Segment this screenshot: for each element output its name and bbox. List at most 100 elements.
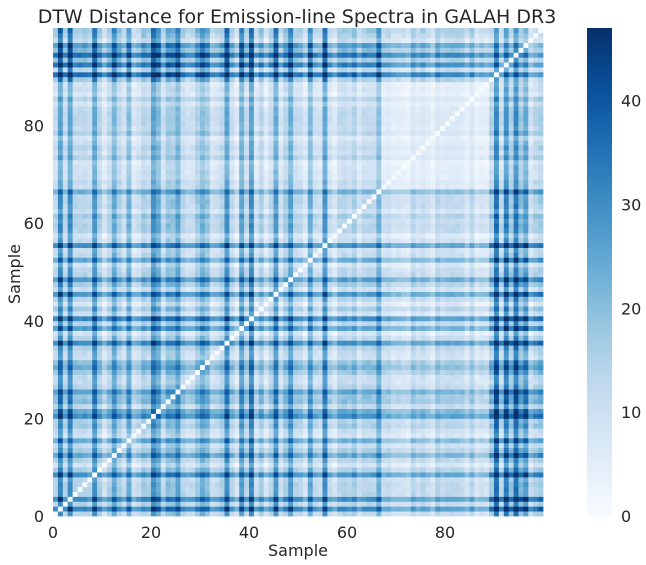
heatmap-cell [445, 315, 451, 322]
heatmap-cell [445, 462, 451, 468]
heatmap-cell [298, 442, 304, 449]
heatmap-cell [469, 315, 475, 322]
heatmap-cell [342, 374, 348, 380]
heatmap-cell [376, 394, 382, 400]
heatmap-cell [454, 320, 461, 327]
heatmap-cell [57, 291, 64, 297]
heatmap-cell [494, 350, 500, 356]
heatmap-cell [302, 423, 309, 429]
heatmap-cell [356, 272, 363, 278]
heatmap-cell [244, 345, 250, 351]
heatmap-cell [347, 315, 353, 322]
heatmap-cell [214, 472, 220, 478]
heatmap-cell [190, 511, 196, 517]
heatmap-cell [249, 481, 255, 488]
heatmap-cell [498, 413, 505, 419]
heatmap-cell [415, 286, 421, 292]
heatmap-cell [503, 423, 510, 429]
heatmap-cell [538, 442, 544, 449]
heatmap-cell [302, 296, 309, 302]
heatmap-cell [57, 374, 64, 380]
heatmap-cell [347, 311, 353, 317]
heatmap-cell [302, 286, 309, 292]
heatmap-cell [400, 433, 407, 439]
heatmap-cell [396, 437, 402, 444]
heatmap-cell [322, 442, 328, 449]
heatmap-cell [293, 403, 299, 410]
heatmap-cell [381, 398, 387, 405]
heatmap-cell [141, 354, 147, 361]
heatmap-cell [131, 423, 137, 429]
heatmap-cell [371, 320, 377, 327]
heatmap-cell [347, 281, 353, 288]
heatmap-cell [307, 384, 314, 390]
heatmap-cell [249, 301, 255, 307]
heatmap-cell [278, 354, 284, 361]
heatmap-cell [445, 354, 451, 361]
heatmap-cell [263, 398, 269, 405]
heatmap-cell [263, 496, 269, 502]
heatmap-cell [121, 291, 127, 297]
heatmap-cell [454, 350, 461, 356]
heatmap-cell [200, 374, 206, 380]
heatmap-cell [268, 384, 274, 390]
heatmap-cell [214, 306, 220, 312]
heatmap-cell [371, 447, 377, 453]
heatmap-cell [307, 476, 314, 483]
heatmap-cell [278, 291, 284, 297]
heatmap-cell [53, 486, 59, 492]
heatmap-cell [420, 447, 426, 453]
heatmap-cell [204, 286, 211, 292]
heatmap-cell [141, 311, 147, 317]
heatmap-cell [332, 364, 338, 370]
heatmap-cell [410, 296, 416, 302]
heatmap-cell [273, 447, 279, 453]
heatmap-cell [190, 398, 196, 405]
heatmap-cell [317, 413, 323, 419]
heatmap-cell [283, 472, 289, 478]
heatmap-cell [361, 320, 367, 327]
heatmap-cell [57, 281, 64, 288]
heatmap-cell [180, 398, 186, 405]
heatmap-cell [435, 345, 441, 351]
heatmap-cell [273, 374, 279, 380]
heatmap-cell [405, 384, 412, 390]
heatmap-cell [283, 345, 289, 351]
heatmap-cell [126, 467, 132, 473]
heatmap-cell [97, 476, 103, 483]
heatmap-cell [356, 350, 363, 356]
heatmap-cell [386, 452, 392, 458]
heatmap-cell [347, 330, 353, 336]
heatmap-cell [165, 418, 171, 424]
heatmap-cell [288, 291, 294, 297]
heatmap-cell [263, 291, 269, 297]
heatmap-cell [126, 379, 132, 385]
heatmap-cell [425, 301, 431, 307]
heatmap-cell [445, 276, 451, 283]
heatmap-cell [464, 354, 470, 361]
heatmap-cell [209, 496, 216, 502]
heatmap-cell [97, 301, 103, 307]
heatmap-cell [391, 315, 397, 322]
heatmap-cell [391, 437, 397, 444]
heatmap-cell [57, 491, 64, 497]
heatmap-cell [420, 296, 426, 302]
heatmap-cell [273, 340, 279, 346]
heatmap-cell [62, 442, 69, 449]
heatmap-cell [239, 511, 245, 517]
heatmap-cell [518, 369, 524, 375]
heatmap-cell [317, 418, 323, 424]
heatmap-cell [141, 462, 147, 468]
heatmap-cell [234, 418, 240, 424]
heatmap-cell [420, 389, 426, 395]
heatmap-cell [136, 428, 142, 434]
heatmap-cell [214, 462, 220, 468]
heatmap-cell [459, 511, 465, 517]
heatmap-cell [155, 408, 162, 414]
heatmap-cell [273, 398, 279, 405]
heatmap-cell [200, 433, 206, 439]
heatmap-cell [116, 403, 122, 410]
heatmap-cell [464, 501, 470, 507]
heatmap-cell [278, 403, 284, 410]
heatmap-cell [479, 442, 485, 449]
